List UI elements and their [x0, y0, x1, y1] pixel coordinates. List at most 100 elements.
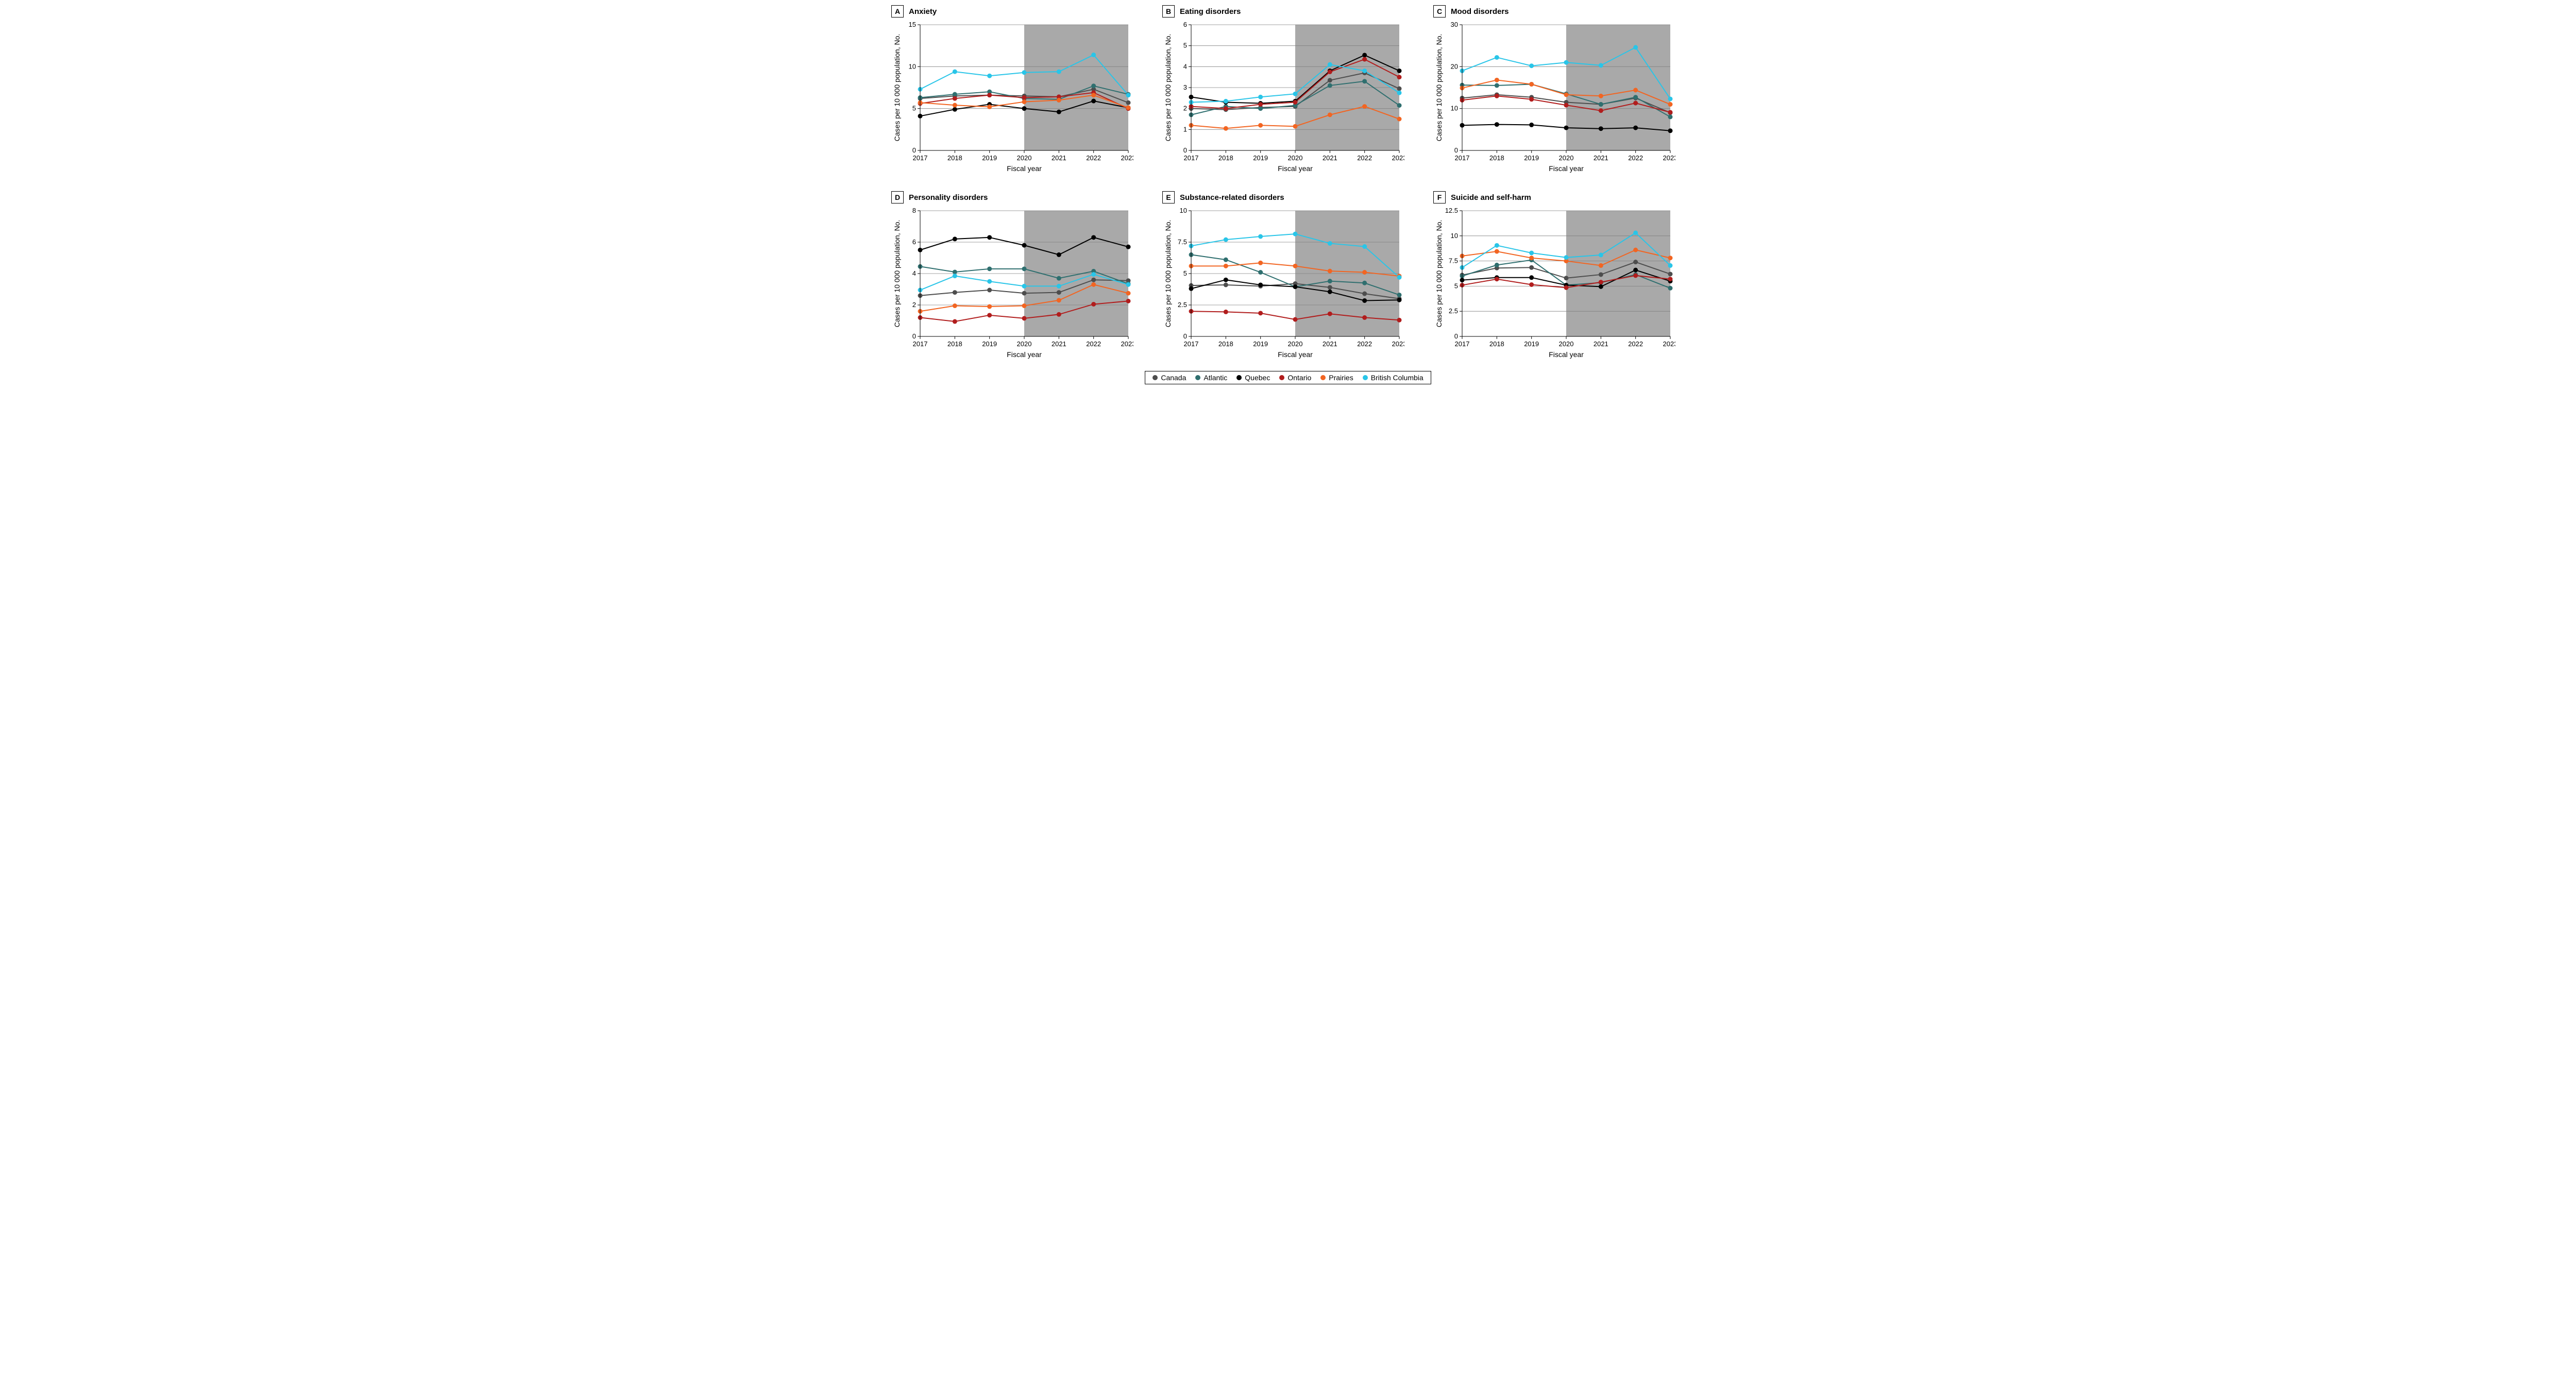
y-tick-label: 5	[1183, 42, 1187, 49]
series-marker	[1126, 299, 1131, 303]
x-tick-label: 2021	[1594, 154, 1608, 162]
shaded-region	[1566, 211, 1670, 336]
series-marker	[1091, 302, 1096, 307]
legend: CanadaAtlanticQuebecOntarioPrairiesBriti…	[891, 371, 1685, 384]
panel-header: AAnxiety	[891, 5, 1143, 18]
series-marker	[1495, 55, 1499, 60]
series-marker	[1362, 292, 1367, 296]
series-marker	[1362, 315, 1367, 320]
panel-letter: F	[1433, 191, 1446, 203]
x-tick-label: 2022	[1628, 340, 1643, 348]
series-marker	[1224, 310, 1228, 314]
series-marker	[1633, 101, 1638, 106]
series-marker	[1057, 312, 1061, 317]
legend-item: Canada	[1153, 374, 1186, 382]
legend-item: Atlantic	[1195, 374, 1227, 382]
legend-label: Quebec	[1245, 374, 1270, 382]
series-marker	[1293, 232, 1298, 236]
series-marker	[1126, 93, 1131, 97]
panel-letter: B	[1162, 5, 1175, 18]
y-tick-label: 10	[1451, 232, 1458, 240]
series-marker	[1599, 263, 1603, 268]
y-tick-label: 3	[1183, 83, 1187, 91]
series-marker	[1362, 298, 1367, 303]
series-marker	[1599, 94, 1603, 98]
panel-letter: A	[891, 5, 904, 18]
series-marker	[1057, 284, 1061, 289]
series-marker	[1091, 235, 1096, 240]
series-marker	[1224, 264, 1228, 268]
panel: CMood disorders0102030201720182019202020…	[1433, 5, 1685, 178]
legend-swatch	[1153, 375, 1158, 380]
x-tick-label: 2018	[1218, 154, 1233, 162]
series-marker	[1495, 94, 1499, 98]
y-tick-label: 30	[1451, 21, 1458, 28]
x-tick-label: 2019	[1253, 340, 1268, 348]
panel: AAnxiety05101520172018201920202021202220…	[891, 5, 1143, 178]
series-marker	[1529, 123, 1534, 127]
series-marker	[1022, 99, 1027, 104]
chart-svg: 02.557.51012.520172018201920202021202220…	[1433, 207, 1675, 361]
series-marker	[1224, 258, 1228, 262]
x-tick-label: 2021	[1323, 340, 1337, 348]
series-marker	[1022, 106, 1027, 111]
legend-label: Atlantic	[1204, 374, 1227, 382]
series-marker	[1633, 88, 1638, 92]
series-marker	[953, 290, 957, 295]
x-tick-label: 2017	[913, 340, 928, 348]
series-marker	[1668, 114, 1673, 119]
chart-svg: 01234562017201820192020202120222023Fisca…	[1162, 21, 1404, 175]
series-marker	[1126, 106, 1131, 110]
series-marker	[1293, 317, 1298, 322]
series-marker	[1022, 95, 1027, 100]
figure-root: AAnxiety05101520172018201920202021202220…	[891, 0, 1685, 384]
series-marker	[1599, 126, 1603, 131]
legend-swatch	[1363, 375, 1368, 380]
series-marker	[1564, 126, 1569, 130]
legend-swatch	[1236, 375, 1242, 380]
panel: DPersonality disorders024682017201820192…	[891, 191, 1143, 364]
series-marker	[1224, 238, 1228, 242]
series-marker	[1668, 277, 1673, 281]
chart-svg: 024682017201820192020202120222023Fiscal …	[891, 207, 1133, 361]
series-marker	[1564, 92, 1569, 97]
x-tick-label: 2020	[1017, 154, 1032, 162]
legend-item: Quebec	[1236, 374, 1270, 382]
series-marker	[1495, 243, 1499, 248]
series-marker	[1328, 285, 1332, 290]
series-marker	[1633, 126, 1638, 130]
y-tick-label: 4	[912, 269, 916, 277]
x-tick-label: 2020	[1288, 340, 1303, 348]
y-tick-label: 10	[909, 62, 916, 70]
series-marker	[1057, 70, 1061, 74]
series-marker	[1258, 234, 1263, 239]
series-marker	[1362, 244, 1367, 249]
y-tick-label: 5	[912, 105, 916, 112]
x-tick-label: 2023	[1392, 340, 1404, 348]
series-marker	[953, 107, 957, 112]
series-marker	[1362, 79, 1367, 83]
series-marker	[1328, 241, 1332, 246]
x-tick-label: 2019	[1253, 154, 1268, 162]
y-axis-label: Cases per 10 000 population, No.	[1164, 34, 1172, 142]
series-marker	[1564, 60, 1569, 65]
series-marker	[1091, 83, 1096, 88]
series-marker	[1091, 53, 1096, 57]
series-marker	[1057, 98, 1061, 103]
x-tick-label: 2020	[1288, 154, 1303, 162]
series-marker	[1495, 78, 1499, 82]
x-tick-label: 2019	[1524, 154, 1539, 162]
x-tick-label: 2018	[1489, 340, 1504, 348]
x-tick-label: 2020	[1017, 340, 1032, 348]
series-marker	[1633, 230, 1638, 235]
series-marker	[1397, 117, 1402, 122]
x-tick-label: 2017	[913, 154, 928, 162]
series-marker	[1599, 63, 1603, 67]
series-marker	[1529, 275, 1534, 280]
series-marker	[1328, 78, 1332, 82]
series-marker	[1293, 284, 1298, 289]
y-tick-label: 10	[1451, 105, 1458, 112]
series-marker	[1022, 316, 1027, 320]
series-marker	[1564, 255, 1569, 260]
series-marker	[1362, 69, 1367, 73]
